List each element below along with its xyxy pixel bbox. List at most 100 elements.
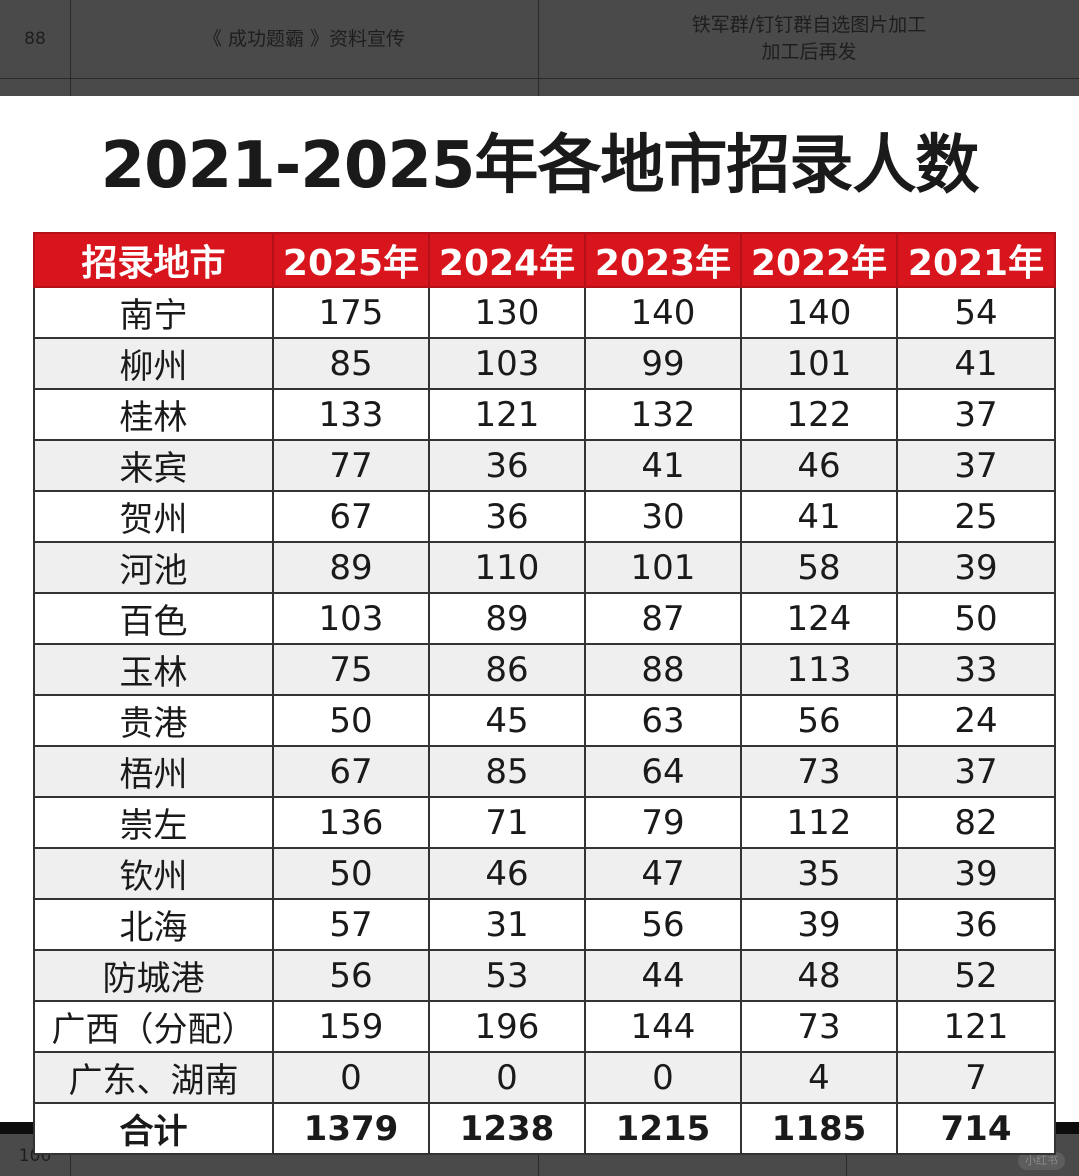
count-cell: 25	[896, 490, 1056, 543]
count-cell: 101	[584, 541, 742, 594]
count-cell: 103	[428, 337, 586, 390]
recruitment-table: 招录地市 2025年 2024年 2023年 2022年 2021年 南宁 175…	[33, 232, 1056, 1155]
table-row: 河池 89 110 101 58 39	[33, 541, 1056, 594]
header-2021: 2021年	[896, 232, 1056, 288]
city-cell: 来宾	[33, 439, 274, 492]
count-cell: 30	[584, 490, 742, 543]
count-cell: 67	[272, 745, 430, 798]
city-cell: 贵港	[33, 694, 274, 747]
count-cell: 73	[740, 745, 898, 798]
count-cell: 85	[428, 745, 586, 798]
count-cell: 122	[740, 388, 898, 441]
column-divider	[538, 1134, 539, 1176]
count-cell: 50	[272, 847, 430, 900]
count-cell: 175	[272, 286, 430, 339]
table-row: 梧州 67 85 64 73 37	[33, 745, 1056, 798]
city-cell: 广东、湖南	[33, 1051, 274, 1104]
city-cell: 桂林	[33, 388, 274, 441]
cell-image-processing-line1: 铁军群/钉钉群自选图片加工	[691, 14, 927, 36]
count-cell: 39	[896, 847, 1056, 900]
count-cell: 73	[740, 1000, 898, 1053]
count-cell: 89	[272, 541, 430, 594]
count-cell: 140	[584, 286, 742, 339]
table-row: 百色 103 89 87 124 50	[33, 592, 1056, 645]
city-cell: 防城港	[33, 949, 274, 1002]
table-row: 广东、湖南 0 0 0 4 7	[33, 1051, 1056, 1104]
background-row-88[interactable]: 88 《 成功题霸 》资料宣传 铁军群/钉钉群自选图片加工 加工后再发	[0, 0, 1079, 79]
count-cell: 0	[272, 1051, 430, 1104]
watermark-badge: 小红书	[1018, 1152, 1065, 1170]
count-cell: 56	[584, 898, 742, 951]
table-body: 南宁 175 130 140 140 54 柳州 85 103 99 101 41 桂林 133 121 13…	[33, 286, 1056, 1104]
total-cell: 1238	[428, 1102, 586, 1155]
total-label: 合计	[33, 1102, 274, 1155]
count-cell: 63	[584, 694, 742, 747]
table-row: 柳州 85 103 99 101 41	[33, 337, 1056, 390]
count-cell: 86	[428, 643, 586, 696]
count-cell: 144	[584, 1000, 742, 1053]
count-cell: 53	[428, 949, 586, 1002]
count-cell: 67	[272, 490, 430, 543]
count-cell: 45	[428, 694, 586, 747]
count-cell: 7	[896, 1051, 1056, 1104]
count-cell: 124	[740, 592, 898, 645]
count-cell: 46	[428, 847, 586, 900]
header-2025: 2025年	[272, 232, 430, 288]
city-cell: 钦州	[33, 847, 274, 900]
count-cell: 77	[272, 439, 430, 492]
count-cell: 87	[584, 592, 742, 645]
city-cell: 河池	[33, 541, 274, 594]
count-cell: 113	[740, 643, 898, 696]
table-row: 贺州 67 36 30 41 25	[33, 490, 1056, 543]
count-cell: 54	[896, 286, 1056, 339]
city-cell: 崇左	[33, 796, 274, 849]
count-cell: 103	[272, 592, 430, 645]
count-cell: 159	[272, 1000, 430, 1053]
count-cell: 0	[428, 1051, 586, 1104]
count-cell: 48	[740, 949, 898, 1002]
recruitment-table-image[interactable]: 2021-2025年各地市招录人数 招录地市 2025年 2024年 2023年…	[0, 96, 1079, 1155]
count-cell: 37	[896, 388, 1056, 441]
count-cell: 39	[896, 541, 1056, 594]
count-cell: 36	[428, 490, 586, 543]
table-row: 来宾 77 36 41 46 37	[33, 439, 1056, 492]
city-cell: 梧州	[33, 745, 274, 798]
count-cell: 196	[428, 1000, 586, 1053]
city-cell: 贺州	[33, 490, 274, 543]
count-cell: 71	[428, 796, 586, 849]
count-cell: 140	[740, 286, 898, 339]
total-cell: 1215	[584, 1102, 742, 1155]
count-cell: 88	[584, 643, 742, 696]
count-cell: 4	[740, 1051, 898, 1104]
table-row: 广西（分配） 159 196 144 73 121	[33, 1000, 1056, 1053]
cell-image-processing-line2: 加工后再发	[761, 41, 857, 63]
count-cell: 31	[428, 898, 586, 951]
background-spreadsheet-top: 88 《 成功题霸 》资料宣传 铁军群/钉钉群自选图片加工 加工后再发	[0, 0, 1079, 96]
background-row-next	[0, 79, 1079, 96]
count-cell: 132	[584, 388, 742, 441]
table-row: 南宁 175 130 140 140 54	[33, 286, 1056, 339]
city-cell: 百色	[33, 592, 274, 645]
count-cell: 33	[896, 643, 1056, 696]
table-row: 防城港 56 53 44 48 52	[33, 949, 1056, 1002]
row-number: 88	[0, 0, 71, 78]
count-cell: 101	[740, 337, 898, 390]
table-row: 钦州 50 46 47 35 39	[33, 847, 1056, 900]
table-row: 桂林 133 121 132 122 37	[33, 388, 1056, 441]
count-cell: 47	[584, 847, 742, 900]
city-cell: 广西（分配）	[33, 1000, 274, 1053]
city-cell: 北海	[33, 898, 274, 951]
count-cell: 36	[428, 439, 586, 492]
count-cell: 79	[584, 796, 742, 849]
count-cell: 24	[896, 694, 1056, 747]
cell-material-promo[interactable]: 《 成功题霸 》资料宣传	[70, 0, 539, 78]
count-cell: 57	[272, 898, 430, 951]
header-2024: 2024年	[428, 232, 586, 288]
count-cell: 36	[896, 898, 1056, 951]
table-row: 玉林 75 86 88 113 33	[33, 643, 1056, 696]
count-cell: 41	[896, 337, 1056, 390]
count-cell: 99	[584, 337, 742, 390]
count-cell: 44	[584, 949, 742, 1002]
cell-image-processing[interactable]: 铁军群/钉钉群自选图片加工 加工后再发	[539, 12, 1079, 66]
table-title: 2021-2025年各地市招录人数	[100, 129, 980, 203]
